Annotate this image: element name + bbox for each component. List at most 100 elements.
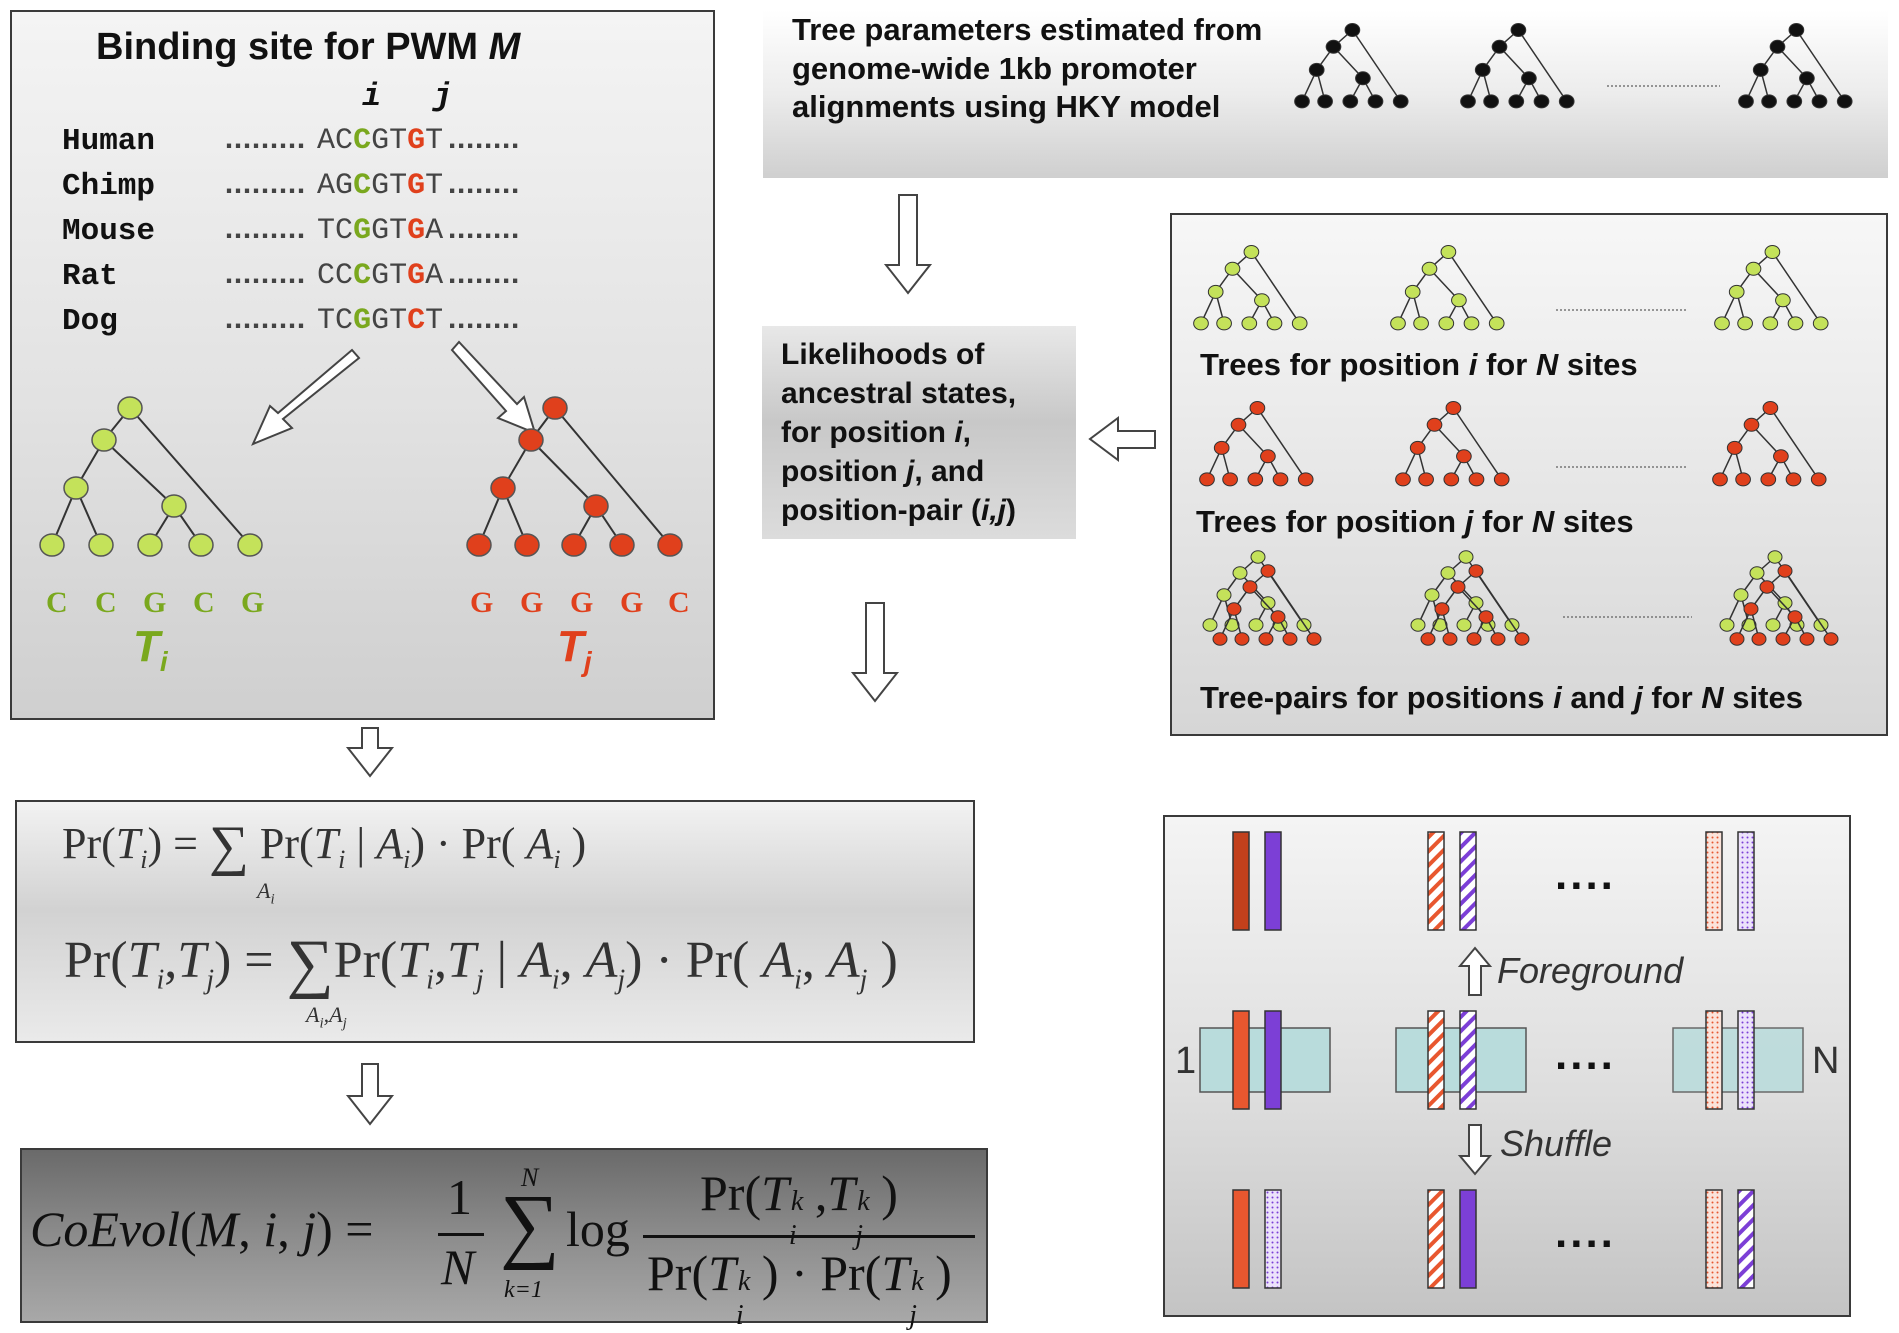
nucleotide: G — [371, 214, 390, 248]
tree-node — [1764, 244, 1781, 260]
tree-node — [1282, 632, 1298, 646]
nucleotide: C — [407, 304, 426, 338]
tree-node — [1445, 400, 1462, 416]
binding-site-title: Binding site for PWM M — [96, 26, 521, 68]
fg-bar-1-purple — [1264, 831, 1282, 931]
tree-node — [1355, 71, 1371, 86]
tree-node — [1811, 94, 1828, 109]
nucleotide: G — [407, 124, 426, 158]
tree-node — [1193, 316, 1209, 331]
tree-node — [1493, 472, 1510, 487]
tree-node — [1478, 610, 1494, 624]
tree-node — [1777, 564, 1793, 578]
params-line-2: genome-wide 1kb promoter — [792, 51, 1197, 86]
tree-node — [137, 533, 163, 557]
tree-node — [1424, 588, 1440, 602]
tree-node — [1533, 94, 1550, 109]
nucleotide: G — [407, 259, 426, 293]
tree-node — [1248, 618, 1264, 632]
sh-bar-2-orange — [1427, 1189, 1445, 1289]
ellipsis-right: ........ — [443, 169, 524, 203]
tree-node — [1773, 449, 1789, 464]
likelihoods-panel — [762, 326, 1076, 539]
params-line-3: alignments using HKY model — [792, 89, 1221, 124]
site-tree-pair-n-red — [1729, 564, 1839, 646]
nucleotide: G — [371, 304, 390, 338]
tree-node — [1242, 580, 1258, 594]
tree-parameters-panel — [763, 10, 1888, 178]
ellipsis-right: ........ — [443, 304, 524, 338]
tree-node — [1751, 632, 1767, 646]
arrow-to-tree-j — [450, 340, 537, 435]
arrow-binding-to-formula — [345, 727, 395, 778]
tree-node — [1463, 316, 1480, 331]
tree-node — [466, 533, 492, 557]
binding-site-panel — [10, 10, 715, 720]
tree-edge — [1447, 251, 1498, 324]
tree-node — [1450, 580, 1466, 594]
probability-formula-panel — [15, 800, 975, 1043]
tree-node — [1325, 39, 1342, 54]
leaf-nucleotide: G — [241, 586, 265, 619]
tree-node — [1247, 472, 1264, 487]
arrow-likelihood-down — [850, 602, 900, 703]
tree-node — [1458, 550, 1474, 564]
tree-node — [1490, 632, 1506, 646]
tree-node — [1749, 566, 1765, 580]
likelihood-line-2: ancestral states, — [781, 377, 1017, 410]
tree-node — [1442, 632, 1458, 646]
nucleotide: T — [425, 124, 444, 158]
tree-node — [1390, 316, 1406, 331]
fg-bar-2-purple — [1459, 831, 1477, 931]
site-tree-j-n — [1712, 400, 1827, 487]
tree-node — [1799, 632, 1815, 646]
tree-node — [1270, 610, 1286, 624]
tree-node — [1786, 94, 1803, 109]
nucleotide: G — [371, 259, 390, 293]
ellipsis-left: ......... — [220, 124, 310, 158]
tree-node — [1213, 440, 1230, 455]
tree-node — [583, 494, 609, 518]
site-label-1: 1 — [1175, 1040, 1197, 1082]
alignment-row: ......... CCCGTGA........ — [220, 259, 524, 293]
tree-node — [1291, 316, 1308, 331]
tree-node — [1769, 39, 1786, 54]
tree-node — [1342, 94, 1359, 109]
leaf-nucleotide: G — [143, 586, 167, 619]
mid-bar-2-orange — [1427, 1010, 1445, 1110]
tree-node — [542, 396, 568, 420]
shuffle-label: Shuffle — [1500, 1123, 1613, 1164]
tree-node — [1202, 618, 1218, 632]
tree-node — [1765, 618, 1781, 632]
tree-node — [1207, 284, 1224, 299]
tree-node — [1266, 316, 1283, 331]
nucleotide: G — [353, 304, 372, 338]
tree-node — [1438, 316, 1455, 331]
tree-node — [490, 476, 516, 500]
tree-node — [1491, 39, 1508, 54]
tree-node — [1743, 417, 1760, 432]
tree-i-nodes — [39, 396, 263, 557]
tree-node — [1738, 94, 1754, 109]
tree-node — [1760, 472, 1777, 487]
tree-node — [1418, 472, 1434, 487]
coevol-numerator: Pr(Tki,Tkj) — [700, 1165, 898, 1251]
foreground-arrow — [1457, 946, 1493, 996]
tree-node — [1426, 417, 1443, 432]
tree-edge — [1784, 570, 1832, 640]
tree-node — [1745, 261, 1762, 276]
tree-node — [1714, 316, 1730, 331]
coevol-log: log — [566, 1201, 630, 1257]
tree-node — [1728, 284, 1745, 299]
tree-node — [1761, 94, 1777, 109]
tree-node — [1434, 602, 1450, 616]
tree-edge — [1351, 29, 1402, 102]
tree-node — [1260, 564, 1276, 578]
tree-node — [1420, 632, 1436, 646]
tree-node — [1216, 316, 1232, 331]
tree-node — [1451, 293, 1467, 308]
alignment-row: ......... TCGGTGA........ — [220, 214, 524, 248]
tree-node — [1785, 472, 1802, 487]
